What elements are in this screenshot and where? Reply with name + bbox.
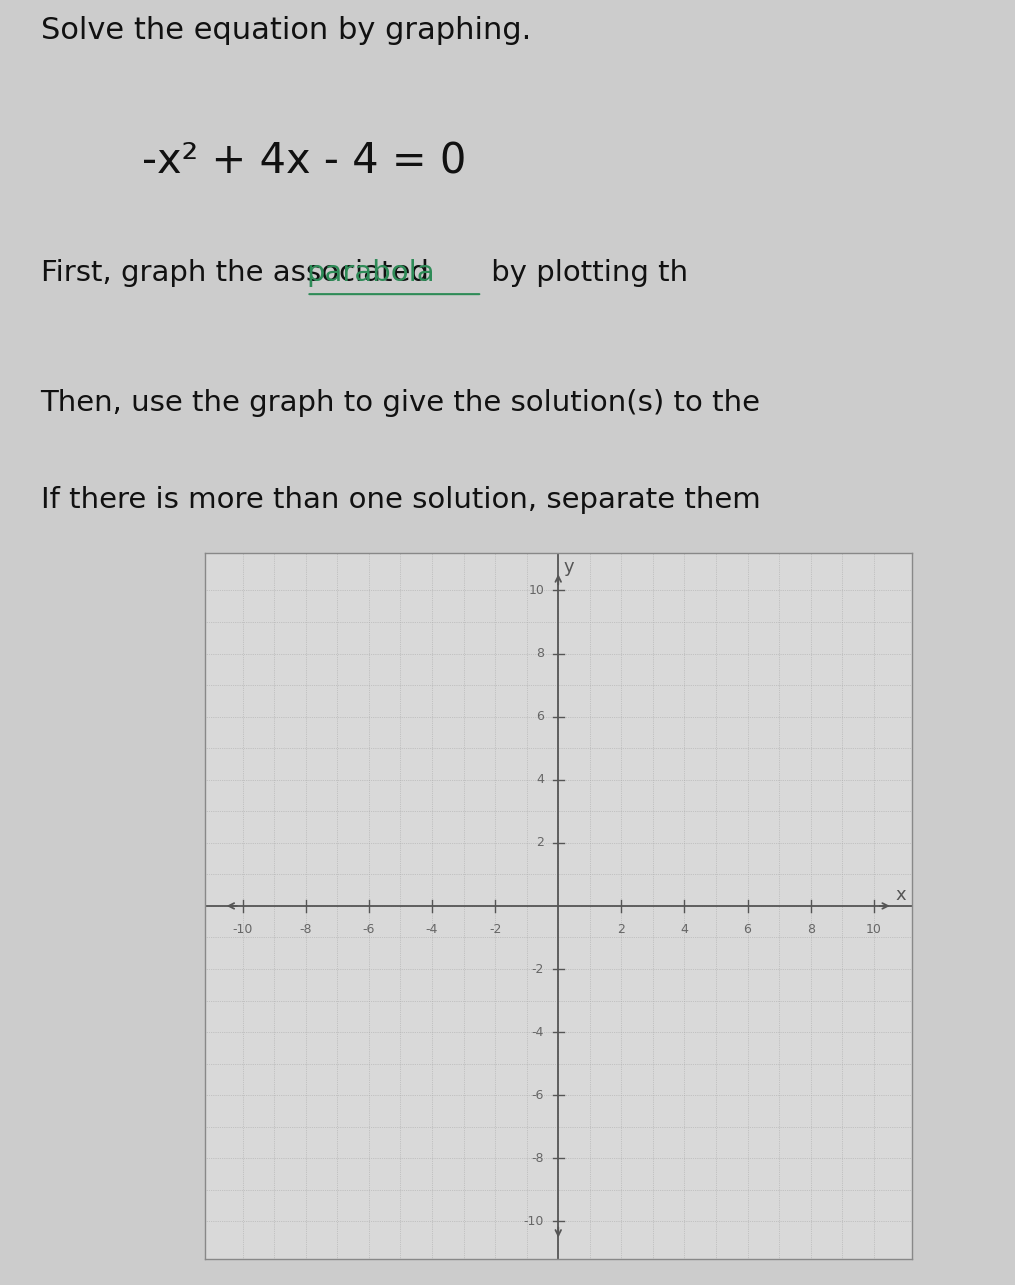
Text: 4: 4	[680, 924, 688, 937]
Text: -6: -6	[362, 924, 376, 937]
Text: If there is more than one solution, separate them: If there is more than one solution, sepa…	[41, 486, 760, 514]
Text: by plotting th: by plotting th	[482, 260, 688, 287]
Text: 10: 10	[528, 583, 544, 598]
Text: 10: 10	[866, 924, 882, 937]
Text: -8: -8	[532, 1151, 544, 1164]
Text: -2: -2	[489, 924, 501, 937]
Text: -2: -2	[532, 962, 544, 975]
Text: -x² + 4x - 4 = 0: -x² + 4x - 4 = 0	[142, 140, 467, 182]
Text: y: y	[564, 558, 574, 576]
Text: 6: 6	[744, 924, 751, 937]
Text: 2: 2	[536, 837, 544, 849]
Text: parabola: parabola	[307, 260, 435, 287]
Text: -4: -4	[532, 1025, 544, 1038]
Text: 2: 2	[617, 924, 625, 937]
Text: Then, use the graph to give the solution(s) to the: Then, use the graph to give the solution…	[41, 388, 760, 416]
Text: -6: -6	[532, 1088, 544, 1101]
Text: 8: 8	[807, 924, 815, 937]
Text: 6: 6	[536, 711, 544, 723]
Text: -10: -10	[232, 924, 253, 937]
Text: x: x	[895, 885, 906, 903]
Text: -4: -4	[426, 924, 438, 937]
Text: 4: 4	[536, 774, 544, 786]
Text: Solve the equation by graphing.: Solve the equation by graphing.	[41, 17, 531, 45]
Text: -8: -8	[299, 924, 312, 937]
Text: -10: -10	[524, 1214, 544, 1228]
Text: 8: 8	[536, 648, 544, 660]
Text: First, graph the associated: First, graph the associated	[41, 260, 437, 287]
